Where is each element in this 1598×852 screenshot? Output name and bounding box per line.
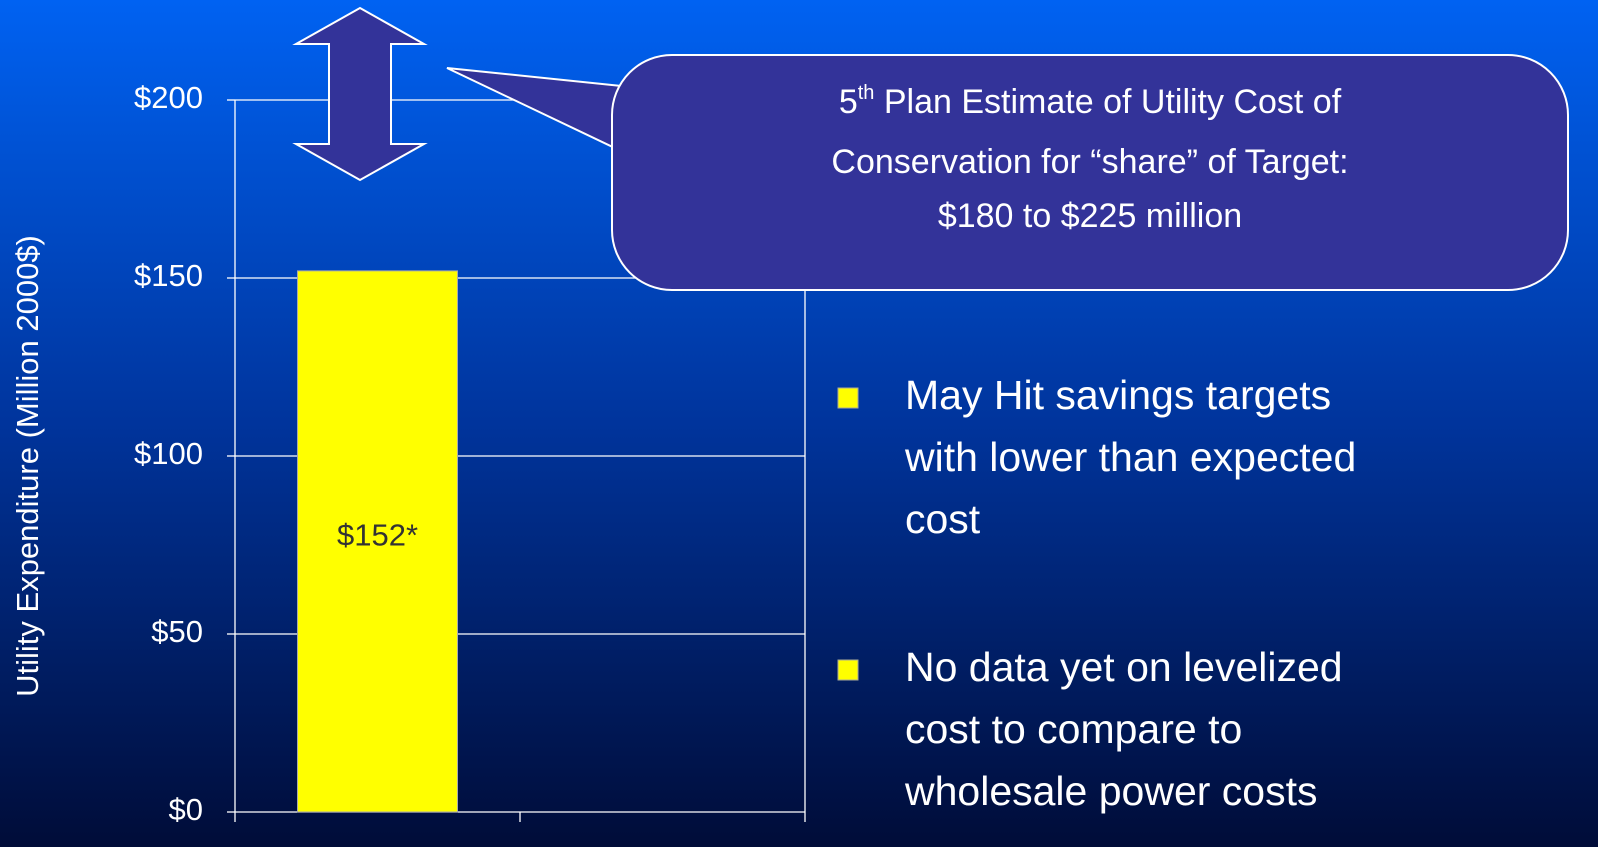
bullet-text: cost to compare to bbox=[905, 706, 1242, 752]
bullet-text: wholesale power costs bbox=[904, 768, 1317, 814]
bullet-text: No data yet on levelized bbox=[905, 644, 1343, 690]
plot: Utility Expenditure (Million 2000$) $0 $50… bbox=[10, 80, 806, 827]
y-tick-label: $50 bbox=[151, 614, 203, 649]
callout-text: Plan Estimate of Utility Cost of bbox=[874, 83, 1341, 121]
bullet-text: May Hit savings targets bbox=[905, 372, 1331, 418]
range-arrow bbox=[292, 6, 428, 182]
y-tick-label: $200 bbox=[134, 80, 203, 115]
callout-line: $180 to $225 million bbox=[938, 197, 1242, 235]
bullet-marker bbox=[837, 387, 859, 409]
bullet-marker bbox=[837, 659, 859, 681]
callout-box bbox=[611, 54, 1569, 291]
y-axis-label: Utility Expenditure (Million 2000$) bbox=[10, 235, 45, 697]
y-tick-label: $100 bbox=[134, 436, 203, 471]
callout-number: 5 bbox=[839, 83, 858, 121]
bar bbox=[297, 270, 458, 813]
callout-superscript: th bbox=[858, 82, 875, 104]
data-label: $152* bbox=[337, 518, 418, 553]
bullet-text: with lower than expected bbox=[904, 434, 1356, 480]
bullet-text: cost bbox=[905, 496, 981, 542]
y-tick-label: $0 bbox=[169, 792, 203, 827]
callout-line: Conservation for “share” of Target: bbox=[831, 143, 1348, 181]
callout-line: 5th Plan Estimate of Utility Cost of bbox=[839, 82, 1342, 121]
bullet-list: May Hit savings targets with lower than e… bbox=[837, 372, 1356, 814]
y-tick-label: $150 bbox=[134, 258, 203, 293]
